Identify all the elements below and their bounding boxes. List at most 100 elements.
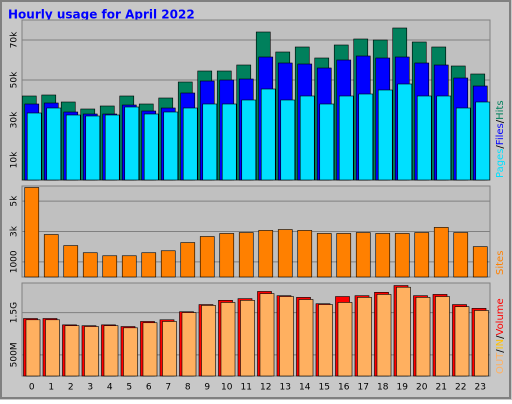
bar [84,326,99,377]
legend-separator: / [495,335,506,339]
bar [260,88,276,181]
x-tick-label: 7 [165,383,171,393]
bar [474,310,489,377]
bar [338,95,354,181]
bar [358,93,374,181]
legend-separator: / [495,145,506,149]
bar [26,112,42,181]
bar [279,296,294,377]
bar [436,95,452,181]
bar [416,95,432,181]
x-tick-label: 12 [260,383,271,393]
x-tick-label: 20 [416,383,428,393]
legend-entry: Files [495,123,506,145]
bar [160,250,176,278]
bar [82,252,98,278]
bar [181,312,197,377]
bar [357,297,372,377]
y-tick-label: 1000 [10,250,20,273]
x-tick-label: 17 [358,383,369,393]
bar [355,232,371,278]
bar [415,297,431,377]
bar [142,322,158,377]
legend-entry: OUT [495,352,506,374]
bar [103,325,119,377]
x-tick-label: 6 [146,383,152,393]
bar [297,230,313,278]
x-tick-label: 4 [107,383,113,393]
legend: Sites [495,251,506,275]
bar [414,232,430,278]
y-tick-label: 5k [10,195,20,207]
y-tick-label: 3k [10,225,20,237]
x-tick-label: 8 [185,383,191,393]
x-tick-label: 2 [68,383,74,393]
bar [396,286,411,377]
bar [299,95,315,181]
x-tick-label: 10 [221,383,233,393]
bar [45,319,60,377]
bar [240,300,255,377]
legend-entry: IN [495,339,506,349]
bar [318,304,333,377]
bar [182,107,198,181]
bar [377,89,393,181]
bar [65,114,81,181]
legend: Pages/Files/Hits [495,100,506,178]
x-tick-label: 9 [204,383,210,393]
x-tick-label: 18 [377,383,389,393]
x-tick-label: 13 [280,383,291,393]
x-tick-label: 1 [48,383,54,393]
y-tick-label: 500M [10,342,20,367]
bar [180,242,196,278]
y-tick-label: 10k [10,151,20,168]
bar [63,245,79,278]
legend-separator: / [495,349,506,353]
x-tick-label: 15 [319,383,330,393]
bar [453,232,469,278]
bar [475,101,491,181]
y-tick-label: 50k [10,71,20,88]
legend-entry: Volume [495,298,506,335]
bar [455,107,471,181]
bar [199,236,215,278]
bar [201,305,216,377]
bar [220,302,236,377]
bar [43,234,59,278]
bar [143,113,159,181]
x-tick-label: 23 [475,383,486,393]
bar [24,187,40,278]
x-tick-label: 3 [87,383,93,393]
bar [376,294,392,377]
bar [259,293,275,377]
bar [258,230,274,278]
chart-title: Hourly usage for April 2022 [8,8,195,22]
bar [163,111,179,181]
bar [241,99,257,181]
bar [219,233,235,278]
bar [123,327,138,377]
bar [64,325,80,377]
bar [397,83,413,181]
bar [46,107,62,181]
x-tick-label: 22 [455,383,466,393]
bar [433,227,449,278]
bar [162,321,177,377]
legend-entry: Hits [495,100,506,119]
legend-entry: Sites [495,251,506,275]
bar [454,306,470,377]
legend: OUT/IN/Volume [495,298,506,374]
bar [221,103,237,181]
bar [280,99,296,181]
y-tick-label: 1.5G [10,302,20,323]
bar [102,255,118,278]
bar [141,252,157,278]
x-tick-label: 0 [29,383,35,393]
x-tick-label: 5 [126,383,132,393]
legend-entry: Pages [495,149,506,178]
bar [319,103,335,181]
bar [298,299,314,377]
x-tick-label: 19 [397,383,409,393]
